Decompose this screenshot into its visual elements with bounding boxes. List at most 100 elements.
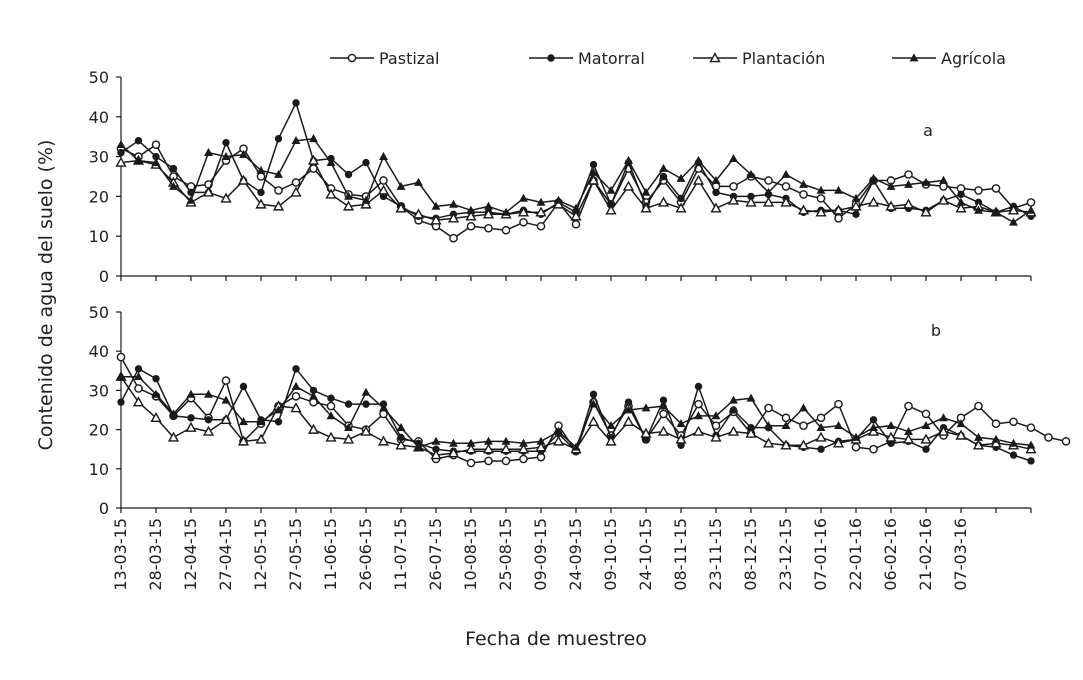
x-tick-label: 08-11-15 [671, 518, 690, 591]
data-point-agricola [221, 395, 231, 404]
data-point-plantacion [342, 433, 355, 444]
data-point-agricola [116, 372, 126, 381]
data-point-plantacion [797, 204, 810, 215]
data-point-matorral [589, 390, 598, 399]
data-point-plantacion [692, 174, 705, 185]
data-point-agricola [676, 419, 686, 428]
data-point-agricola [466, 205, 476, 214]
data-point-pastizal [729, 182, 738, 191]
data-point-plantacion [587, 174, 600, 185]
data-point-agricola [361, 195, 371, 204]
data-point-pastizal [851, 442, 861, 452]
y-tick-label: 30 [89, 148, 109, 167]
y-tick-label: 20 [89, 421, 109, 440]
data-point-agricola [624, 405, 633, 414]
data-point-plantacion [867, 196, 880, 207]
data-point-matorral [677, 194, 685, 203]
data-point-agricola [571, 203, 581, 212]
data-point-plantacion [465, 210, 477, 221]
data-point-matorral [327, 394, 335, 402]
data-point-matorral [134, 365, 143, 373]
data-point-agricola [956, 197, 966, 206]
series-layer [115, 99, 1071, 468]
data-point-matorral [1027, 457, 1035, 465]
series-matorral-a [117, 99, 1035, 222]
legend-item-plantacion: Plantación [693, 49, 825, 68]
data-point-agricola [711, 411, 721, 420]
data-point-pastizal [974, 186, 983, 195]
data-point-plantacion [885, 431, 897, 442]
data-point-plantacion [500, 443, 512, 454]
x-tick-label: 24-09-15 [566, 518, 585, 591]
legend-item-matorral: Matorral [529, 49, 645, 68]
data-point-plantacion [605, 435, 617, 446]
data-point-pastizal [1044, 433, 1053, 442]
data-point-pastizal [694, 399, 703, 409]
data-point-pastizal [519, 217, 528, 227]
data-point-agricola [239, 417, 248, 426]
data-point-plantacion [745, 427, 757, 438]
data-point-agricola [974, 205, 983, 214]
data-point-agricola [519, 193, 528, 202]
data-point-matorral [292, 99, 300, 107]
data-point-agricola [624, 155, 633, 164]
data-point-agricola [344, 191, 353, 200]
data-point-plantacion [955, 429, 967, 440]
data-point-agricola [746, 169, 756, 178]
legend-marker-plantacion [709, 52, 721, 63]
data-point-agricola [484, 436, 493, 445]
x-tick-label: 09-10-15 [601, 518, 620, 591]
data-point-matorral [712, 188, 720, 197]
data-point-agricola [729, 395, 738, 404]
data-point-agricola [519, 438, 528, 447]
data-point-pastizal [571, 219, 581, 229]
data-point-matorral [117, 148, 125, 157]
data-point-plantacion [307, 154, 320, 165]
data-point-matorral [869, 416, 878, 424]
data-point-plantacion [815, 431, 827, 442]
data-point-plantacion [150, 411, 162, 423]
data-point-matorral [1009, 451, 1018, 459]
data-point-agricola [554, 195, 563, 204]
data-point-plantacion [465, 443, 477, 454]
x-tick-label: 27-04-15 [216, 518, 235, 591]
data-point-pastizal [799, 421, 808, 430]
data-point-agricola [484, 201, 493, 210]
data-point-plantacion [850, 200, 862, 211]
x-tick-label: 26-06-15 [356, 518, 375, 591]
data-point-agricola [746, 393, 756, 402]
legend-label-plantacion: Plantación [742, 49, 825, 68]
data-point-agricola [711, 175, 721, 184]
x-tick-label: 27-05-15 [286, 518, 305, 591]
data-point-agricola [134, 372, 143, 381]
data-point-pastizal [991, 184, 1001, 193]
data-point-plantacion [167, 431, 180, 442]
data-point-agricola [501, 436, 511, 445]
data-point-agricola [326, 411, 336, 420]
data-point-plantacion [745, 196, 757, 207]
data-point-agricola [1026, 205, 1036, 214]
data-point-agricola [221, 151, 231, 160]
data-point-plantacion [395, 202, 407, 213]
data-point-agricola [869, 173, 878, 182]
legend-marker-agricola [909, 53, 919, 62]
y-tick-label: 30 [89, 381, 109, 400]
data-point-pastizal [466, 458, 476, 468]
legend-label-agricola: Agrícola [941, 49, 1006, 68]
data-point-plantacion [447, 447, 460, 458]
data-point-agricola [834, 421, 843, 430]
data-point-agricola [974, 432, 983, 441]
data-point-agricola [799, 179, 808, 188]
data-point-plantacion [780, 439, 792, 450]
data-point-pastizal [764, 403, 773, 413]
x-tick-label: 07-03-16 [951, 518, 970, 591]
data-point-plantacion [430, 214, 442, 225]
data-point-agricola [449, 438, 458, 447]
axes: 0 10 20 30 40 50 a 0 10 20 30 40 50 b 13-03-15 28-03-15… [89, 68, 1032, 591]
data-point-pastizal [256, 172, 266, 181]
legend-marker-matorral [547, 54, 555, 62]
x-tick-label: 25-08-15 [496, 518, 515, 591]
data-point-plantacion [552, 198, 565, 209]
y-tick-label: 10 [89, 227, 109, 246]
data-point-pastizal [501, 456, 511, 466]
